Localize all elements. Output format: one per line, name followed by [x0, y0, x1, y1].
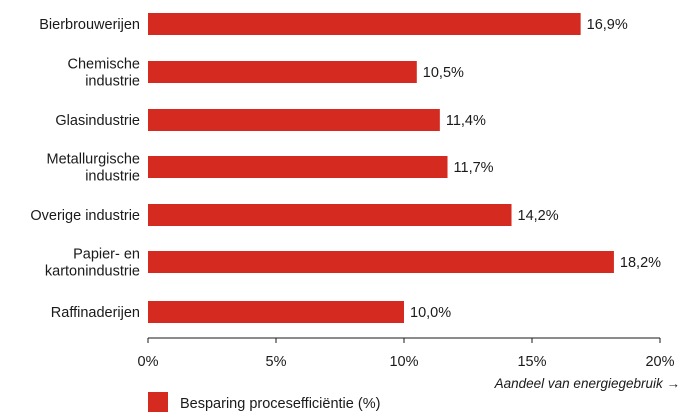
- x-tick-label: 15%: [517, 354, 546, 370]
- bar: [148, 204, 512, 226]
- category-label: industrie: [85, 169, 140, 185]
- bar: [148, 109, 440, 131]
- data-label: 11,7%: [454, 160, 494, 176]
- bar: [148, 156, 448, 178]
- category-label: kartonindustrie: [45, 264, 140, 280]
- bar: [148, 61, 417, 83]
- category-label: Glasindustrie: [55, 113, 140, 129]
- category-label: Chemische: [67, 57, 140, 73]
- category-labels: BierbrouwerijenChemischeindustrieGlasind…: [30, 17, 140, 321]
- x-tick-label: 5%: [266, 354, 287, 370]
- value-labels: 16,9% 10,5% 11,4% 11,7% 14,2% 18,2% 10,0%: [410, 17, 661, 321]
- category-label: Overige industrie: [30, 208, 140, 224]
- x-tick-label: 20%: [645, 354, 674, 370]
- legend: Besparing procesefficiëntie (%): [148, 392, 380, 412]
- bar: [148, 301, 404, 323]
- category-label: Bierbrouwerijen: [39, 17, 140, 33]
- bar: [148, 13, 581, 35]
- x-ticks: 0% 5% 10% 15% 20%: [138, 338, 675, 370]
- data-label: 14,2%: [518, 208, 559, 224]
- legend-label: Besparing procesefficiëntie (%): [180, 396, 380, 412]
- data-label: 16,9%: [587, 17, 628, 33]
- x-tick-label: 10%: [389, 354, 418, 370]
- bar: [148, 251, 614, 273]
- bars-group: [148, 13, 614, 323]
- data-label: 10,0%: [410, 305, 451, 321]
- category-label: Papier- en: [73, 247, 140, 263]
- category-label: Raffinaderijen: [51, 305, 140, 321]
- category-label: Metallurgische: [47, 152, 141, 168]
- category-label: industrie: [85, 74, 140, 90]
- legend-swatch: [148, 392, 168, 412]
- x-tick-label: 0%: [138, 354, 159, 370]
- data-label: 10,5%: [423, 65, 464, 81]
- data-label: 11,4%: [446, 113, 486, 129]
- x-axis-title: Aandeel van energiegebruik →: [494, 376, 680, 391]
- data-label: 18,2%: [620, 255, 661, 271]
